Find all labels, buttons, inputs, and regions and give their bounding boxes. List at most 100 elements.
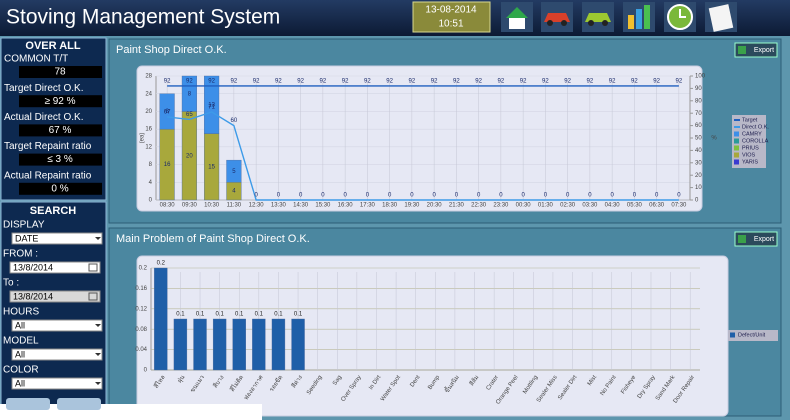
y2-axis-label: % [711, 136, 717, 142]
calendar-icon[interactable] [88, 263, 98, 272]
dropdown[interactable] [11, 319, 103, 332]
x-tick-label: 15:30 [315, 203, 331, 209]
x-tick-label: 21:30 [449, 203, 465, 209]
dropdown-arrow [95, 324, 101, 327]
value-label: 92 [253, 78, 260, 84]
value-label: 92 [386, 78, 393, 84]
x-tick-label: Sag [332, 375, 343, 387]
stat-box [19, 124, 102, 137]
y2-tick-label: 0 [695, 198, 699, 204]
x-tick-label: 23:30 [493, 203, 509, 209]
value-label: 92 [342, 78, 349, 84]
stat-value: ≥ 92 % [44, 96, 75, 107]
y-tick-label: 8 [149, 162, 153, 168]
panel-title: OVER ALL [25, 40, 80, 52]
y-tick-label: 12 [145, 144, 152, 150]
x-tick-label: 17:30 [360, 203, 376, 209]
dropdown[interactable] [11, 377, 103, 390]
report-icon[interactable] [623, 2, 655, 32]
x-tick-label: 08:30 [160, 203, 176, 209]
x-tick-label: 13:30 [271, 203, 287, 209]
legend-label: Target [742, 117, 758, 123]
button[interactable] [6, 398, 50, 410]
line-series [167, 111, 679, 201]
x-tick-label: Mist [587, 374, 598, 387]
bar [193, 318, 207, 371]
date-input[interactable] [9, 261, 101, 274]
bar [252, 318, 266, 371]
value-label: 60 [231, 118, 238, 124]
y2-tick-label: 80 [695, 98, 702, 104]
legend-swatch [734, 145, 739, 151]
dropdown[interactable] [11, 232, 103, 245]
dropdown[interactable] [11, 348, 103, 361]
value-label: 92 [186, 78, 193, 84]
value-label: 67 [164, 109, 171, 115]
value-label: 0 [277, 193, 281, 199]
export-icon [738, 46, 746, 54]
legend-label: Direct O.K. [742, 124, 769, 130]
export-label: Export [754, 47, 774, 54]
y-tick-label: 4 [149, 180, 153, 186]
value-label: 92 [609, 78, 616, 84]
export-label: Export [754, 236, 774, 243]
field-label: HOURS [3, 307, 39, 318]
bar [291, 318, 305, 371]
y2-tick-label: 50 [695, 136, 702, 142]
value-label: 0 [477, 193, 481, 199]
x-tick-label: 01:30 [538, 203, 554, 209]
document-icon[interactable] [705, 2, 737, 32]
value-label: 0 [521, 193, 525, 199]
value-label: 92 [431, 78, 438, 84]
button[interactable] [57, 398, 101, 410]
value-label: 92 [364, 78, 371, 84]
y-tick-label: 16 [145, 127, 152, 133]
date-input[interactable] [9, 290, 101, 303]
x-tick-label: 20:30 [427, 203, 443, 209]
value-label: 0 [633, 193, 637, 199]
value-label: 92 [320, 78, 327, 84]
x-tick-label: 12:30 [249, 203, 265, 209]
home-icon[interactable] [501, 2, 533, 32]
car-icon[interactable] [582, 2, 614, 32]
panel-title: Paint Shop Direct O.K. [116, 44, 227, 56]
stat-value: ≤ 3 % [47, 154, 73, 165]
field-value: DATE [15, 233, 38, 243]
chart-area [136, 65, 703, 212]
value-label: 0 [544, 193, 548, 199]
value-label: 13 [208, 102, 215, 108]
y-axis-label: (ea) [140, 133, 146, 144]
value-label: 0.1 [215, 312, 224, 318]
overall-panel [0, 37, 107, 201]
calendar-icon[interactable] [88, 292, 98, 301]
value-label: 0 [366, 193, 370, 199]
value-label: 92 [475, 78, 482, 84]
field-value: All [15, 320, 25, 330]
value-label: 0 [299, 193, 303, 199]
export-icon [738, 235, 746, 243]
legend-label: COROLLA [742, 138, 769, 144]
y2-tick-label: 100 [695, 74, 706, 80]
value-label: 92 [409, 78, 416, 84]
x-tick-label: 22:30 [471, 203, 487, 209]
value-label: 0 [655, 193, 659, 199]
clock-icon[interactable] [664, 2, 696, 32]
panel-title: Main Problem of Paint Shop Direct O.K. [116, 233, 310, 245]
value-label: 92 [542, 78, 549, 84]
value-label: 92 [587, 78, 594, 84]
time: 10:51 [438, 19, 463, 30]
field-value: 13/8/2014 [13, 262, 53, 272]
value-label: 0.2 [157, 261, 166, 267]
x-tick-label: 10:30 [204, 203, 220, 209]
y-tick-label: 0.04 [135, 347, 147, 353]
value-label: 0 [566, 193, 570, 199]
stat-value: 0 % [51, 183, 68, 194]
car-icon[interactable] [541, 2, 573, 32]
value-label: 92 [231, 78, 238, 84]
y-tick-label: 0.16 [135, 286, 147, 292]
x-tick-label: 06:30 [649, 203, 665, 209]
dropdown-arrow [95, 237, 101, 240]
value-label: 20 [186, 153, 193, 159]
y2-tick-label: 60 [695, 123, 702, 129]
legend-swatch [734, 152, 739, 158]
